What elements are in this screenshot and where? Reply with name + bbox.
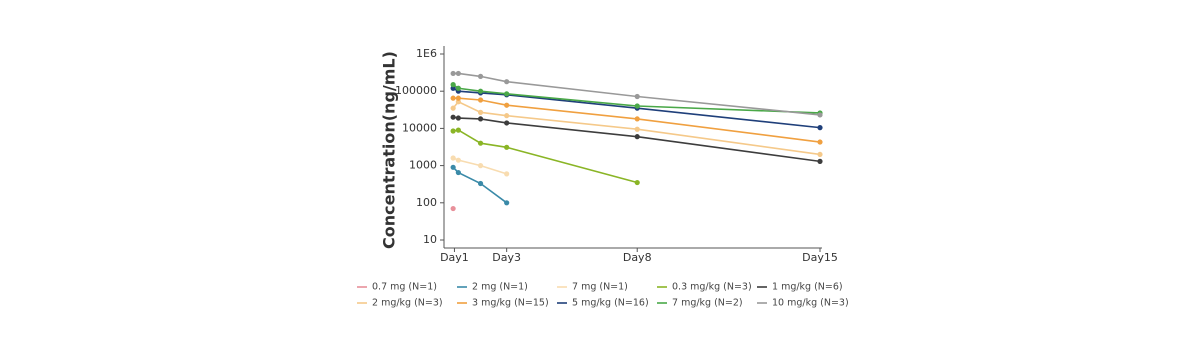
data-point [504,200,510,206]
data-point [455,115,461,121]
data-point [450,128,456,134]
data-point [455,95,461,101]
data-point [477,97,484,103]
data-point [634,103,640,109]
data-point [455,99,461,105]
y-tick-label: 100000 [395,84,437,97]
data-point [477,163,484,169]
data-point [817,125,823,131]
legend-label: 3 mg/kg (N=15) [472,298,549,309]
data-point [504,91,510,97]
data-point [455,157,461,163]
data-point [450,205,456,212]
y-tick-label: 10000 [402,121,437,134]
data-point [450,95,456,101]
legend-label: 5 mg/kg (N=16) [572,298,649,309]
legend-label: 7 mg (N=1) [572,282,628,293]
data-point [477,180,484,187]
y-tick-label: 100 [416,196,437,209]
legend-label: 7 mg/kg (N=2) [672,298,743,309]
data-point [634,179,640,186]
data-point [504,79,510,85]
data-point [504,144,510,150]
data-point [455,70,461,77]
data-point [817,151,823,158]
data-point [455,127,461,133]
y-tick-label: 1000 [409,159,437,172]
x-tick-label: Day15 [802,251,838,264]
data-point [634,134,640,140]
series-line [452,166,508,204]
data-point [450,105,456,111]
data-point [817,139,823,145]
y-axis-label: Concentration(ng/mL) [380,51,399,249]
legend-label: 0.7 mg (N=1) [372,282,437,293]
legend-label: 2 mg (N=1) [472,282,528,293]
data-point [477,109,484,115]
x-tick-label: Day3 [492,251,521,264]
data-point [450,155,456,161]
legend-label: 10 mg/kg (N=3) [772,298,849,309]
data-point [817,158,823,164]
data-point [477,116,484,122]
data-point [504,113,510,119]
data-point [455,85,461,91]
data-point [504,102,510,108]
data-point [634,93,640,100]
data-point [450,82,456,88]
series-line [452,157,507,175]
data-point [450,114,456,120]
data-point [477,73,484,79]
legend-label: 2 mg/kg (N=3) [372,298,443,309]
data-point [477,88,484,94]
data-point [450,70,456,77]
legend-label: 1 mg/kg (N=6) [772,282,843,293]
data-point [504,171,510,177]
data-point [450,164,456,170]
data-point [455,169,461,176]
y-tick-label: 1E6 [416,47,437,60]
x-tick-label: Day1 [440,251,469,264]
data-point [634,116,640,122]
data-point [504,120,510,126]
y-tick-label: 10 [423,233,437,246]
legend-label: 0.3 mg/kg (N=3) [672,282,752,293]
data-point [450,85,456,91]
data-point [477,140,484,146]
data-point [634,126,640,132]
data-point [817,112,823,118]
x-tick-label: Day8 [623,251,652,264]
series-line [452,129,638,184]
